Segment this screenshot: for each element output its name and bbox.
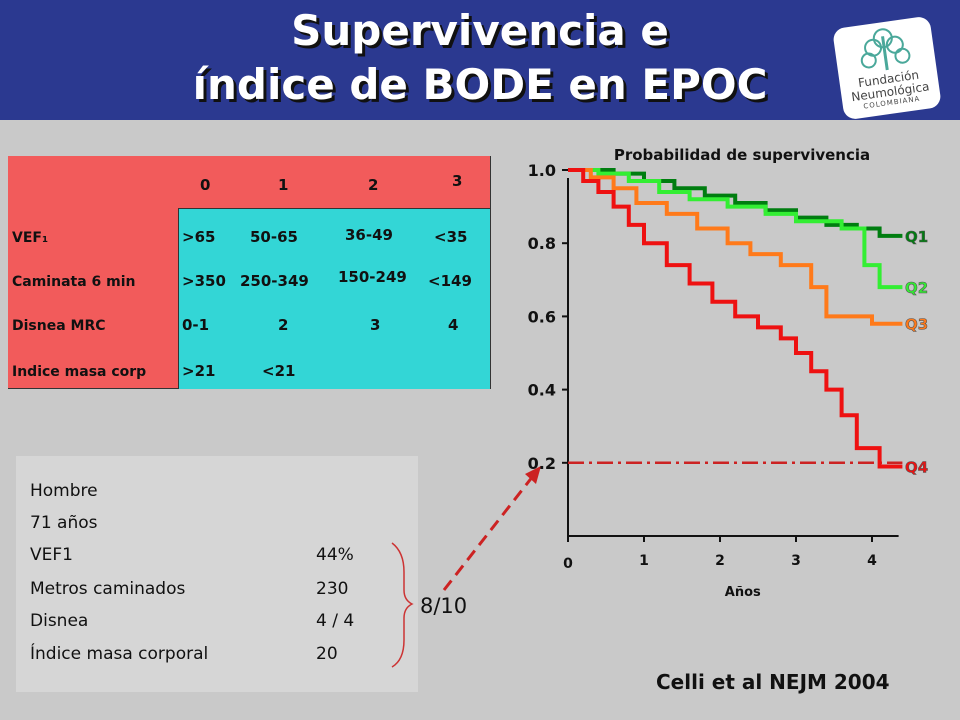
vef1-value-2: 36-49	[345, 226, 393, 244]
y-tick-label: 0.6	[528, 307, 556, 326]
points-header-2: 2	[368, 176, 379, 194]
points-header-1: 1	[278, 176, 289, 194]
walk-value-3: <149	[428, 272, 472, 290]
foundation-logo: Fundación Neumológica COLOMBIANA	[832, 15, 942, 121]
series-line-q1	[568, 168, 903, 238]
series-line-q3	[568, 168, 903, 326]
case-item-label-dyspnea: Disnea	[30, 611, 89, 631]
row-label-dyspnea: Disnea MRC	[12, 318, 106, 334]
pointer-arrow-head	[525, 466, 541, 484]
dyspnea-value-1: 2	[278, 316, 289, 334]
citation: Celli et al NEJM 2004	[656, 670, 890, 694]
y-tick-label: 0.2	[528, 454, 556, 473]
bmi-value-0: >21	[182, 362, 216, 380]
y-tick-label: 0.4	[528, 381, 556, 400]
case-age: 71 años	[30, 513, 98, 533]
x-tick-label: 4	[867, 553, 877, 569]
bode-values-area	[178, 208, 490, 389]
series-label-q3: Q3	[905, 316, 928, 334]
series-line-q4	[568, 168, 903, 469]
x-tick-label: 0	[563, 556, 573, 572]
case-item-label-walk: Metros caminados	[30, 579, 186, 599]
series-line-q2	[568, 168, 903, 290]
points-header-0: 0	[200, 176, 211, 194]
row-label-vef1: VEF₁	[12, 230, 49, 246]
vef1-value-1: 50-65	[250, 228, 298, 246]
title-line-1: Supervivencia e	[291, 6, 669, 55]
title-line-2: índice de BODE en EPOC	[192, 60, 768, 109]
vef1-value-0: >65	[182, 228, 216, 246]
row-label-bmi: Indice masa corp	[12, 364, 147, 380]
vef1-value-3: <35	[434, 228, 468, 246]
y-tick-label: 1.0	[528, 161, 556, 180]
patient-case-box: Hombre 71 años VEF1 44% Metros caminados…	[16, 456, 418, 692]
pointer-arrow-line	[442, 475, 535, 591]
row-label-walk: Caminata 6 min	[12, 274, 136, 290]
dyspnea-value-0: 0-1	[182, 316, 210, 334]
case-item-label-vef1: VEF1	[30, 545, 73, 565]
case-item-label-bmi: Índice masa corporal	[30, 644, 209, 664]
bmi-value-1: <21	[262, 362, 296, 380]
case-item-value-vef1: 44%	[316, 545, 354, 565]
series-label-q4: Q4	[905, 458, 928, 476]
dyspnea-value-2: 3	[370, 316, 381, 334]
x-tick-label: 1	[639, 553, 649, 569]
case-item-value-walk: 230	[316, 579, 349, 599]
bode-score-table: 0 1 2 3 VEF₁ >65 50-65 36-49 <35 Caminat…	[8, 156, 491, 389]
dyspnea-value-3: 4	[448, 316, 459, 334]
x-axis-label: Años	[725, 585, 761, 600]
total-score: 8/10	[420, 594, 468, 618]
y-tick-label: 0.8	[528, 234, 556, 253]
summary-brace	[391, 542, 414, 668]
walk-value-2: 150-249	[338, 268, 407, 286]
case-item-value-bmi: 20	[316, 644, 338, 664]
chart-title: Probabilidad de supervivencia	[614, 146, 870, 164]
case-item-value-dyspnea: 4 / 4	[316, 611, 355, 631]
tree-icon	[860, 28, 911, 71]
title-banner: Supervivencia e índice de BODE en EPOC F…	[0, 0, 960, 121]
x-tick-label: 2	[715, 553, 725, 569]
series-label-q1: Q1	[905, 228, 928, 246]
points-header-3: 3	[452, 172, 463, 190]
case-sex: Hombre	[30, 481, 98, 501]
walk-value-1: 250-349	[240, 272, 309, 290]
series-label-q2: Q2	[905, 279, 928, 297]
walk-value-0: >350	[182, 272, 226, 290]
x-tick-label: 3	[791, 553, 801, 569]
